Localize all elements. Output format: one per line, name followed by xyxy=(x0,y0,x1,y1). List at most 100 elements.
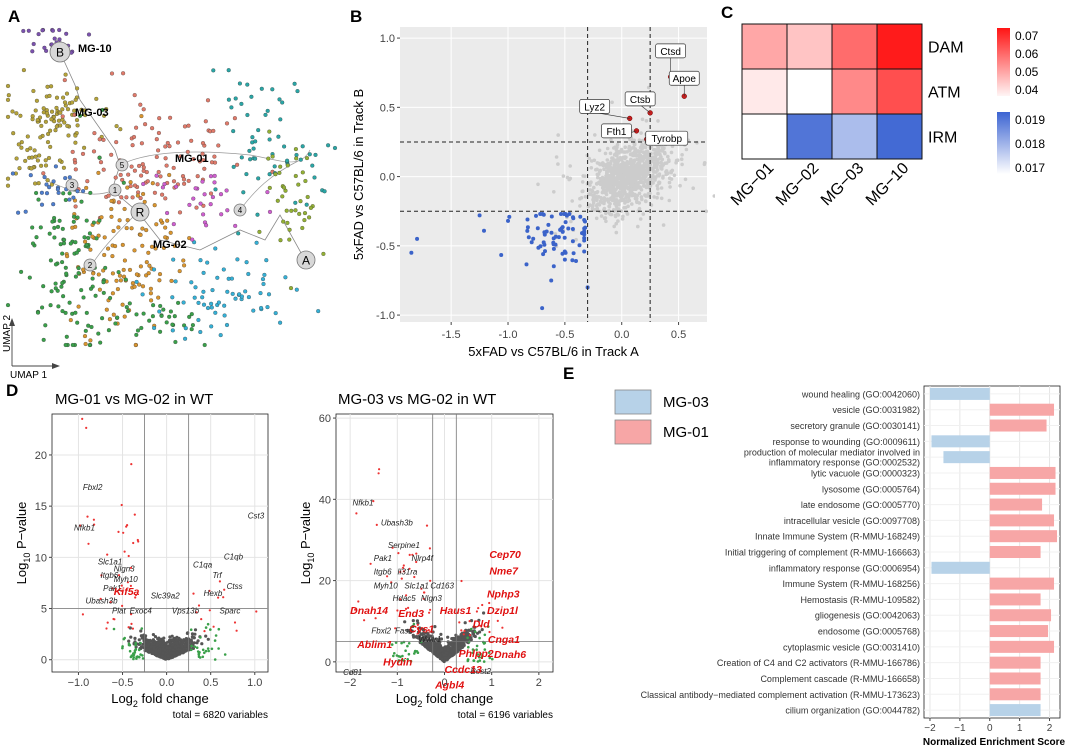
umap-cell xyxy=(81,295,86,300)
umap-cell xyxy=(198,258,203,263)
umap-cell xyxy=(63,265,68,270)
umap-cell xyxy=(114,124,119,129)
x-tick-label: −0.5 xyxy=(112,677,134,689)
volcano-point-sig xyxy=(85,426,88,429)
umap-cell xyxy=(83,341,88,347)
umap-cell xyxy=(163,144,168,149)
umap-cell xyxy=(202,342,207,348)
umap-cell xyxy=(125,185,130,190)
umap-cell xyxy=(322,189,327,194)
gene-label: Ctsb xyxy=(630,95,651,106)
umap-cell xyxy=(308,205,313,210)
umap-axes xyxy=(11,322,56,367)
umap-cell xyxy=(161,307,166,312)
umap-cell xyxy=(75,320,80,325)
volcano-point xyxy=(204,634,208,638)
enrichment-bar xyxy=(989,419,1047,432)
volcano-point xyxy=(147,650,151,654)
up-gene-point xyxy=(633,128,640,134)
gene-point xyxy=(610,196,615,200)
umap-cell xyxy=(36,197,41,202)
umap-cell xyxy=(94,236,99,241)
umap-cell xyxy=(142,199,147,204)
gene-label: Myh10 xyxy=(114,575,139,584)
gene-point xyxy=(595,182,599,186)
gene-point xyxy=(666,154,670,159)
volcano-point-sig xyxy=(200,618,203,621)
volcano-point-sig xyxy=(212,625,215,628)
term-label: cilium organization (GO:0044782) xyxy=(785,706,920,716)
legend-red-tick: 0.05 xyxy=(1015,65,1039,79)
enrichment-bar xyxy=(989,704,1041,717)
umap-cell xyxy=(163,225,168,230)
volcano-point-sig xyxy=(86,515,89,518)
volcano-point xyxy=(139,645,143,649)
volcano-point xyxy=(440,648,444,652)
umap-cell xyxy=(81,267,86,272)
volcano-point xyxy=(175,635,179,639)
umap-cell xyxy=(281,185,287,190)
umap-cell xyxy=(215,275,220,280)
down-gene-point xyxy=(409,250,414,255)
down-gene-point xyxy=(543,249,547,254)
umap-cell xyxy=(26,28,31,33)
gene-point xyxy=(580,189,584,194)
heatmap-row-label: IRM xyxy=(928,130,957,147)
umap-cell xyxy=(294,156,299,161)
gene-point xyxy=(648,191,652,196)
volcano-point-fc xyxy=(134,643,137,647)
gene-point xyxy=(621,150,626,154)
umap-cell xyxy=(266,292,272,297)
gene-point xyxy=(634,184,639,188)
volcano-point xyxy=(156,654,161,658)
umap-cell xyxy=(17,166,22,171)
umap-cell xyxy=(164,320,169,325)
gene-point xyxy=(602,167,606,171)
volcano-point-fc xyxy=(392,654,395,658)
umap-cell xyxy=(202,166,207,171)
umap-cell xyxy=(175,140,181,145)
volcano-point xyxy=(480,628,484,632)
umap-cell xyxy=(278,238,283,243)
gene-point xyxy=(625,199,629,203)
gene-point xyxy=(613,202,617,206)
volcano-point-sig xyxy=(120,589,123,592)
volcano-point xyxy=(185,631,189,635)
volcano-point xyxy=(444,647,448,651)
gene-point xyxy=(636,161,640,166)
umap-cell xyxy=(173,339,178,345)
gene-point xyxy=(638,217,643,221)
umap-cell xyxy=(134,312,139,317)
down-gene-point xyxy=(506,218,511,223)
volcano-title: MG-01 vs MG-02 in WT xyxy=(55,391,213,408)
gene-point xyxy=(663,161,667,166)
volcano-point-sig xyxy=(408,553,411,556)
gene-point xyxy=(633,166,638,171)
umap-cell xyxy=(79,199,84,204)
x-tick-label: −1 xyxy=(391,677,404,689)
y-axis-label: Log10 P−value xyxy=(14,502,32,585)
down-gene-point xyxy=(567,212,572,216)
gene-point xyxy=(656,119,660,123)
gene-label: Lyz2 xyxy=(584,102,605,113)
volcano-point-fc xyxy=(467,645,470,649)
down-gene-point xyxy=(525,228,530,233)
total-caption: total = 6820 variables xyxy=(173,710,268,721)
gene-point xyxy=(637,153,642,158)
umap-cell xyxy=(137,163,142,168)
volcano-point xyxy=(160,654,165,659)
umap-cell xyxy=(198,329,203,335)
umap-cell xyxy=(48,303,53,308)
umap-cell xyxy=(231,129,236,134)
volcano-point-sig xyxy=(233,621,237,624)
umap-cell xyxy=(154,137,159,142)
volcano-point-fc xyxy=(402,659,406,662)
umap-cell xyxy=(117,218,122,223)
gene-point xyxy=(597,203,602,207)
umap-cell xyxy=(211,68,216,73)
volcano-point xyxy=(444,651,449,655)
volcano-point-fc xyxy=(140,627,144,630)
down-gene-point xyxy=(542,232,547,237)
umap-cell xyxy=(201,302,207,307)
umap-cell xyxy=(171,179,177,184)
